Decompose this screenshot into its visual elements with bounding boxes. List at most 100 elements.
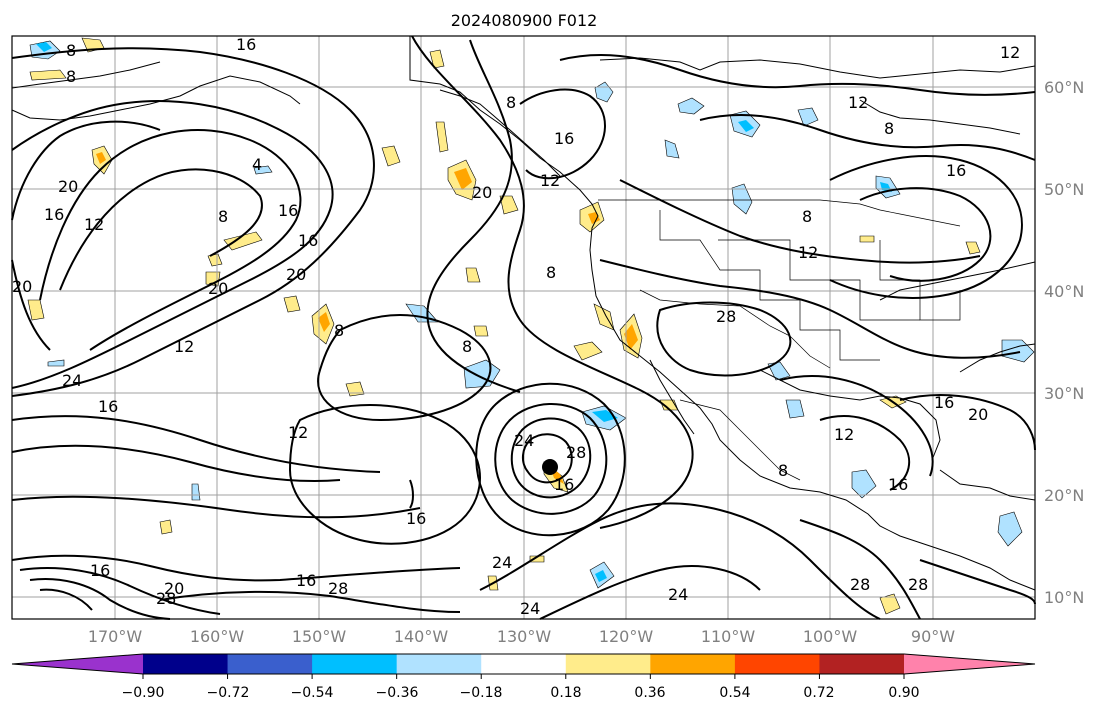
colorbar-segment [481,654,567,674]
lon-label: 130°W [497,627,552,646]
contour-label: 8 [884,119,894,138]
latitude-axis: 60°N 50°N 40°N 30°N 20°N 10°N [1044,78,1084,607]
contour-label: 16 [554,129,574,148]
contour-label: 8 [506,93,516,112]
contour-label: 16 [934,393,954,412]
lat-label: 60°N [1044,78,1084,97]
contour-label: 28 [908,575,928,594]
contour-label: 16 [44,205,64,224]
lat-label: 10°N [1044,588,1084,607]
contour-label: 8 [802,207,812,226]
colorbar-extend-left [12,654,143,674]
political-borders [598,199,961,481]
contour-label: 12 [174,337,194,356]
contour-label: 28 [716,307,736,326]
contour-label: 8 [546,263,556,282]
contour-label: 24 [62,371,82,390]
contour-label: 12 [84,215,104,234]
colorbar-segment [819,654,905,674]
colorbar-tick-label: 0.18 [550,685,581,701]
contour-label: 8 [218,207,228,226]
contour-label: 24 [520,599,540,618]
contour-label: 16 [554,475,574,494]
colorbar-segments [11,653,1036,679]
contour-label: 16 [888,475,908,494]
lon-label: 150°W [292,627,347,646]
contour-label: 8 [66,41,76,60]
lat-label: 40°N [1044,282,1084,301]
contour-label: 24 [514,431,534,450]
contour-label: 16 [90,561,110,580]
colorbar: −0.90 −0.72 −0.54 −0.36 −0.18 0.18 0.36 … [11,653,1036,701]
contour-label: 8 [778,461,788,480]
lon-label: 90°W [911,627,955,646]
contour-label: 16 [98,397,118,416]
contour-label: 20 [472,183,492,202]
colorbar-tick-label: −0.36 [376,685,419,701]
lon-label: 120°W [599,627,654,646]
contour-label: 12 [848,93,868,112]
colorbar-segment [227,654,313,674]
lon-label: 140°W [394,627,449,646]
lat-label: 50°N [1044,180,1084,199]
contour-label: 28 [566,443,586,462]
colorbar-segment [650,654,736,674]
lon-label: 100°W [803,627,858,646]
colorbar-segment [565,654,651,674]
contour-label: 8 [334,321,344,340]
contour-label: 16 [236,35,256,54]
colorbar-ticks: −0.90 −0.72 −0.54 −0.36 −0.18 0.18 0.36 … [122,685,920,701]
contour-label: 20 [286,265,306,284]
contour-label: 16 [278,201,298,220]
longitude-axis: 170°W 160°W 150°W 140°W 130°W 120°W 110°… [88,627,955,646]
coastlines [11,36,1036,591]
colorbar-segment [312,654,398,674]
contour-label: 8 [66,67,76,86]
lon-label: 160°W [190,627,245,646]
contour-label: 12 [1000,43,1020,62]
contour-label: 12 [798,243,818,262]
colorbar-tick-label: 0.72 [803,685,834,701]
contour-label: 28 [156,589,176,608]
contour-label: 20 [968,405,988,424]
contour-label: 24 [668,585,688,604]
contour-label: 16 [296,571,316,590]
colorbar-extend-right [904,654,1035,674]
colorbar-tick-label: −0.72 [207,685,250,701]
contour-label: 20 [164,579,184,598]
map-title: 2024080900 F012 [451,11,598,30]
contour-label: 20 [12,277,32,296]
contour-label: 12 [288,423,308,442]
contour-label: 24 [492,553,512,572]
contour-label: 16 [946,161,966,180]
contour-label: 12 [834,425,854,444]
colorbar-segment [396,654,482,674]
lat-lon-gridlines [12,36,1035,619]
map-panel: 8 8 12 16 20 16 12 20 8 16 16 20 20 12 2… [11,35,1036,620]
contour-label: 20 [58,177,78,196]
lon-label: 110°W [701,627,756,646]
contour-label-layer: 8 8 12 16 20 16 12 20 8 16 16 20 20 12 2… [12,35,1020,618]
cyclone-center-marker [542,459,558,475]
contour-lines [11,35,1036,620]
contour-label: 12 [540,171,560,190]
colorbar-tick-label: −0.18 [460,685,503,701]
contour-label: 20 [208,279,228,298]
contour-label: 28 [328,579,348,598]
contour-label: 16 [298,231,318,250]
contour-label: 4 [252,155,262,174]
colorbar-tick-label: −0.54 [291,685,334,701]
colorbar-segment [143,654,229,674]
contour-label: 8 [462,337,472,356]
colorbar-tick-label: 0.54 [719,685,750,701]
lat-label: 20°N [1044,486,1084,505]
colorbar-segment [734,654,820,674]
shaded-field-layer [27,37,1035,615]
colorbar-tick-label: 0.36 [634,685,665,701]
lon-label: 170°W [88,627,143,646]
contour-label: 16 [406,509,426,528]
colorbar-tick-label: 0.90 [888,685,919,701]
lat-label: 30°N [1044,384,1084,403]
contour-label: 28 [850,575,870,594]
